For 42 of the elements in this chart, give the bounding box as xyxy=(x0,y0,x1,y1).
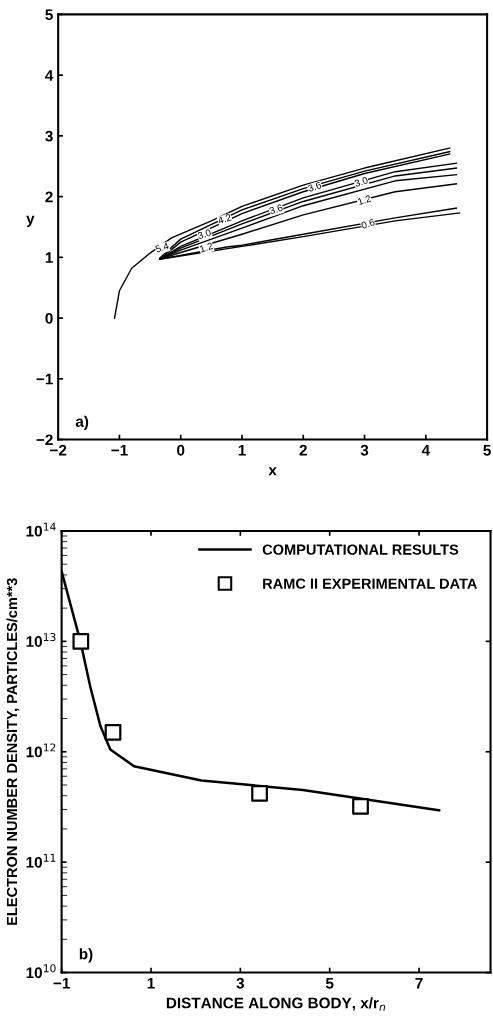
annotation: 3.6 xyxy=(268,203,284,215)
legend-label: RAMC II EXPERIMENTAL DATA xyxy=(263,578,478,589)
x-tick-label: 5 xyxy=(325,977,334,989)
y-tick-label: 10$^{11}$ xyxy=(26,853,56,868)
annotation: 3.0 xyxy=(197,228,212,240)
x-tick-label: 7 xyxy=(415,977,423,989)
x-tick-label: 1 xyxy=(147,977,155,989)
y-tick-label: 3 xyxy=(45,130,53,142)
x-tick-label: 0 xyxy=(177,444,185,456)
annotation: 1.2 xyxy=(199,242,214,253)
annotation: 4.2 xyxy=(217,213,232,225)
y-tick-label: 0 xyxy=(45,312,53,324)
y-tick-label: −2 xyxy=(36,434,53,446)
y-tick-label: 1 xyxy=(45,252,53,263)
y-tick-label: 4 xyxy=(45,70,54,81)
x-tick-label: 2 xyxy=(299,444,307,456)
y-tick-label: 10$^{14}$ xyxy=(26,522,56,537)
y-axis-title: ELECTRON NUMBER DENSITY, PARTICLES/cm**3 xyxy=(6,578,20,925)
x-tick-label: −1 xyxy=(53,977,70,989)
annotation: 3.6 xyxy=(307,181,322,192)
y-tick-label: 10$^{13}$ xyxy=(26,632,56,647)
x-tick-label: 3 xyxy=(236,977,245,989)
x-axis-title: DISTANCE ALONG BODY, x/r$_{n}$ xyxy=(166,997,386,1011)
y-tick-label: 10$^{12}$ xyxy=(26,743,56,758)
y-tick-label: 2 xyxy=(45,191,53,203)
x-tick-label: 1 xyxy=(238,444,246,456)
x-tick-label: −1 xyxy=(111,444,128,456)
y-tick-label: 10$^{10}$ xyxy=(26,964,56,979)
x-tick-label: 5 xyxy=(483,444,491,456)
annotation: b) xyxy=(79,948,93,963)
annotation: a) xyxy=(75,415,89,430)
x-tick-label: 3 xyxy=(360,444,369,456)
y-axis-title: y xyxy=(26,215,35,227)
y-tick-label: 5 xyxy=(45,9,53,21)
x-axis-title: x xyxy=(268,467,277,476)
annotation: 3.0 xyxy=(354,176,369,188)
annotation: 0.6 xyxy=(360,218,376,229)
x-tick-label: 4 xyxy=(421,444,430,456)
legend-label: COMPUTATIONAL RESULTS xyxy=(262,544,459,555)
y-tick-label: −1 xyxy=(36,373,53,385)
annotation: 5.4 xyxy=(154,242,170,253)
annotation: 1.2 xyxy=(357,194,372,206)
